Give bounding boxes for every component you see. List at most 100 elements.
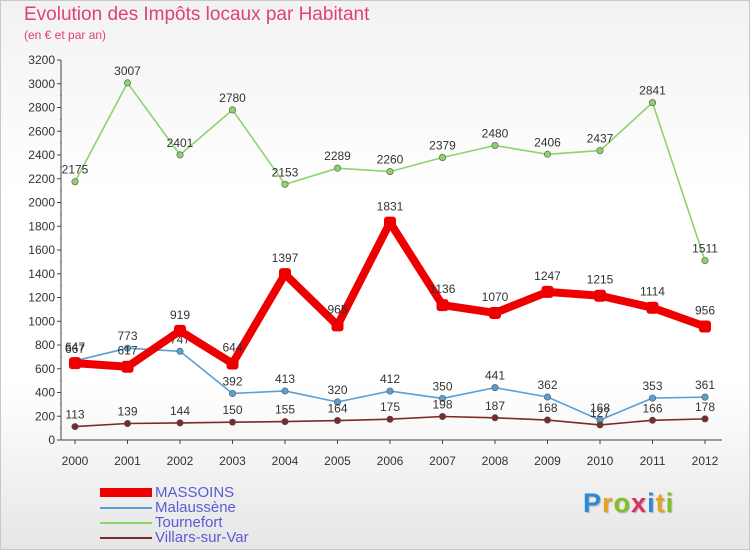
y-tick-label: 400 [35, 386, 55, 400]
x-tick-label: 2011 [640, 454, 666, 468]
data-label-malaussene: 413 [275, 372, 295, 386]
chart-subtitle: (en € et par an) [24, 28, 107, 42]
data-label-tournefort: 2379 [429, 138, 456, 152]
data-point-massoins [174, 324, 186, 337]
data-label-tournefort: 2260 [377, 153, 404, 167]
data-point-malaussene [229, 389, 237, 397]
y-tick-label: 3200 [28, 53, 55, 67]
data-point-malaussene [176, 347, 184, 355]
data-point-massoins [646, 301, 659, 314]
data-label-tournefort: 2289 [324, 149, 351, 163]
legend-item-tournefort: Tournefort [100, 514, 300, 531]
y-tick-label: 1000 [28, 314, 55, 328]
x-tick-label: 2012 [692, 454, 719, 468]
legend-item-malaussene: Malaussène [100, 499, 300, 516]
y-tick-label: 2000 [28, 196, 55, 210]
data-point-massoins [541, 285, 554, 298]
y-tick-label: 1400 [28, 267, 55, 281]
data-label-tournefort: 2401 [167, 136, 194, 150]
data-label-massoins: 956 [695, 303, 715, 317]
data-label-massoins: 919 [170, 308, 190, 322]
data-label-tournefort: 2841 [639, 84, 666, 98]
y-tick-label: 1200 [28, 291, 55, 305]
data-point-malaussene [701, 393, 709, 401]
data-point-malaussene [438, 394, 446, 402]
logo-letter: i [647, 488, 656, 518]
data-label-tournefort: 2406 [534, 135, 561, 149]
x-tick-label: 2008 [482, 454, 509, 468]
data-label-villars-sur-var: 113 [65, 408, 84, 422]
proxiti-logo: Proxiti [583, 488, 674, 519]
data-label-massoins: 647 [65, 340, 85, 354]
data-point-malaussene [648, 394, 656, 402]
y-tick-label: 600 [35, 362, 55, 376]
x-tick-label: 2007 [429, 454, 456, 468]
data-label-malaussene: 320 [327, 383, 347, 397]
data-label-massoins: 1247 [534, 269, 561, 283]
data-point-tournefort [543, 150, 551, 158]
y-tick-label: 2400 [28, 148, 55, 162]
data-label-villars-sur-var: 166 [642, 401, 662, 415]
y-tick-label: 2600 [28, 124, 55, 138]
data-label-malaussene: 350 [432, 379, 452, 393]
data-point-malaussene [491, 384, 499, 392]
x-tick-label: 2004 [272, 454, 299, 468]
y-tick-label: 1600 [28, 243, 55, 257]
legend-label-massoins: MASSOINS [155, 484, 235, 501]
data-point-tournefort [124, 79, 132, 87]
legend-label-malaussene: Malaussène [155, 499, 236, 516]
y-tick-label: 2800 [28, 101, 55, 115]
data-point-malaussene [124, 344, 132, 352]
data-point-tournefort [333, 164, 341, 172]
data-label-massoins: 1215 [587, 273, 614, 287]
data-point-villars-sur-var [438, 412, 446, 420]
data-point-tournefort [596, 147, 604, 155]
data-label-massoins: 617 [117, 344, 137, 358]
data-label-villars-sur-var: 164 [327, 402, 347, 416]
legend-swatch-tournefort [100, 522, 152, 524]
data-label-villars-sur-var: 175 [380, 400, 400, 414]
x-tick-label: 2003 [219, 454, 246, 468]
legend-swatch-massoins [100, 488, 152, 497]
data-point-massoins [331, 319, 344, 332]
logo-letter: o [613, 488, 632, 518]
data-point-villars-sur-var [281, 418, 289, 426]
y-tick-label: 2200 [28, 172, 55, 186]
data-point-tournefort [491, 142, 499, 150]
data-label-tournefort: 3007 [114, 64, 141, 78]
data-label-villars-sur-var: 144 [170, 404, 190, 418]
data-point-tournefort [701, 257, 709, 265]
data-point-massoins [226, 357, 239, 370]
x-tick-label: 2005 [324, 454, 351, 468]
data-label-villars-sur-var: 168 [537, 401, 557, 415]
data-point-tournefort [648, 99, 656, 107]
data-point-malaussene [386, 387, 394, 395]
data-label-villars-sur-var: 155 [275, 403, 295, 417]
data-label-malaussene: 353 [642, 379, 662, 393]
data-label-tournefort: 2153 [272, 165, 299, 179]
data-point-tournefort [176, 151, 184, 159]
data-point-villars-sur-var [124, 419, 132, 427]
logo-letter: x [631, 488, 648, 518]
x-tick-label: 2000 [62, 454, 89, 468]
data-point-tournefort [71, 178, 79, 186]
legend-label-villars: Villars-sur-Var [155, 529, 249, 546]
data-point-massoins [594, 289, 606, 302]
data-point-villars-sur-var [176, 419, 184, 427]
data-point-villars-sur-var [701, 415, 709, 423]
data-point-massoins [279, 268, 291, 281]
y-tick-label: 200 [35, 409, 55, 423]
data-point-tournefort [438, 153, 446, 161]
data-point-massoins [121, 360, 134, 373]
data-label-villars-sur-var: 150 [222, 403, 242, 417]
data-point-villars-sur-var [71, 423, 79, 431]
data-point-villars-sur-var [596, 421, 604, 429]
data-label-malaussene: 362 [537, 378, 557, 392]
y-tick-label: 1800 [28, 219, 55, 233]
data-point-massoins [69, 357, 81, 370]
data-label-tournefort: 2175 [62, 163, 89, 177]
data-point-tournefort [386, 168, 394, 176]
y-tick-label: 800 [35, 338, 55, 352]
data-point-villars-sur-var [491, 414, 499, 422]
data-label-malaussene: 667 [65, 342, 85, 356]
